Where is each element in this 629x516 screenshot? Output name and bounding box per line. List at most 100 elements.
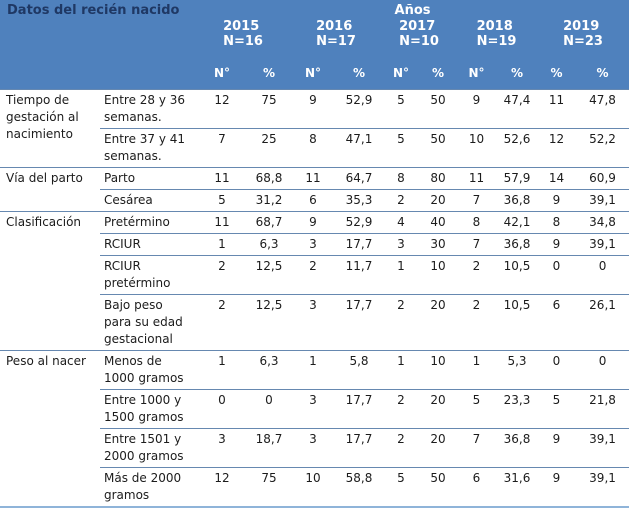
table-row: Entre 1501 y 2000 gramos 3 18,7 3 17,7 2…	[0, 428, 629, 468]
cell-value: 7	[456, 428, 497, 468]
row-label: Entre 28 y 36 semanas.	[100, 89, 196, 129]
cell-value: 12	[196, 467, 248, 507]
row-label: Entre 1501 y 2000 gramos	[100, 428, 196, 468]
cell-value: 11,7	[336, 255, 382, 295]
row-label: Entre 37 y 41 semanas.	[100, 128, 196, 168]
cell-value: 12,5	[248, 255, 290, 295]
subheader: %	[420, 64, 456, 90]
header-row-subheaders: N° % N° % N° % N° % % %	[0, 64, 629, 90]
cell-value: 50	[420, 128, 456, 168]
cell-value: 20	[420, 189, 456, 212]
cell-value: 2	[382, 389, 420, 429]
cell-value: 9	[537, 233, 576, 256]
table-row: Más de 2000 gramos 12 75 10 58,8 5 50 6 …	[0, 467, 629, 507]
cell-value: 52,9	[336, 89, 382, 129]
cell-value: 40	[420, 211, 456, 234]
cell-value: 0	[248, 389, 290, 429]
cell-value: 2	[382, 189, 420, 212]
cell-value: 39,1	[576, 467, 629, 507]
cell-value: 2	[196, 294, 248, 351]
row-label: RCIUR	[100, 233, 196, 256]
cell-value: 1	[196, 233, 248, 256]
cell-value: 60,9	[576, 167, 629, 190]
year-n-label: N=19	[476, 34, 517, 49]
cell-value: 20	[420, 428, 456, 468]
cell-value: 3	[290, 389, 336, 429]
cell-value: 12	[196, 89, 248, 129]
cell-value: 6,3	[248, 233, 290, 256]
cell-value: 2	[382, 428, 420, 468]
cell-value: 75	[248, 467, 290, 507]
cell-value: 17,7	[336, 389, 382, 429]
cell-value: 0	[576, 350, 629, 390]
cell-value: 9	[537, 428, 576, 468]
cell-value: 17,7	[336, 233, 382, 256]
cell-value: 52,6	[497, 128, 537, 168]
cell-value: 0	[537, 255, 576, 295]
cell-value: 80	[420, 167, 456, 190]
cell-value: 47,4	[497, 89, 537, 129]
cell-value: 11	[290, 167, 336, 190]
cell-value: 1	[196, 350, 248, 390]
cell-value: 6	[456, 467, 497, 507]
cell-value: 12,5	[248, 294, 290, 351]
table-row: Entre 1000 y 1500 gramos 0 0 3 17,7 2 20…	[0, 389, 629, 429]
cell-value: 7	[456, 189, 497, 212]
cell-value: 5,8	[336, 350, 382, 390]
cell-value: 36,8	[497, 428, 537, 468]
table-header: Datos del recién nacido Años 2015 N=16 20…	[0, 0, 629, 90]
cell-value: 39,1	[576, 189, 629, 212]
cell-value: 2	[290, 255, 336, 295]
cell-value: 50	[420, 467, 456, 507]
cell-value: 5	[382, 128, 420, 168]
cell-value: 31,2	[248, 189, 290, 212]
header-row-title: Datos del recién nacido Años	[0, 0, 629, 18]
cell-value: 31,6	[497, 467, 537, 507]
subheader: N°	[196, 64, 248, 90]
table-row: Bajo peso para su edad gestacional 2 12,…	[0, 294, 629, 351]
cell-value: 9	[537, 189, 576, 212]
cell-value: 2	[456, 255, 497, 295]
cell-value: 35,3	[336, 189, 382, 212]
row-label: Pretérmino	[100, 211, 196, 234]
cell-value: 52,2	[576, 128, 629, 168]
cell-value: 9	[290, 211, 336, 234]
year-n-label: N=17	[316, 34, 356, 49]
cell-value: 30	[420, 233, 456, 256]
subheader: %	[336, 64, 382, 90]
cell-value: 34,8	[576, 211, 629, 234]
cell-value: 3	[290, 233, 336, 256]
table-row: Peso al nacer Menos de 1000 gramos 1 6,3…	[0, 350, 629, 507]
cell-value: 9	[290, 89, 336, 129]
row-group-label: Vía del parto	[0, 167, 100, 212]
cell-value: 21,8	[576, 389, 629, 429]
cell-value: 23,3	[497, 389, 537, 429]
subheader: N°	[290, 64, 336, 90]
cell-value: 8	[537, 211, 576, 234]
cell-value: 0	[537, 350, 576, 390]
cell-value: 5	[382, 89, 420, 129]
cell-value: 52,9	[336, 211, 382, 234]
year-header-2019: 2019 N=23	[537, 18, 629, 64]
cell-value: 4	[382, 211, 420, 234]
cell-value: 47,8	[576, 89, 629, 129]
row-label: Cesárea	[100, 189, 196, 212]
year-label: 2016	[316, 19, 353, 34]
year-label: 2015	[223, 19, 260, 34]
cell-value: 58,8	[336, 467, 382, 507]
table-row: Tiempo de gestación al nacimiento Entre …	[0, 89, 629, 168]
cell-value: 7	[196, 128, 248, 168]
cell-value: 10	[290, 467, 336, 507]
table-row: RCIUR 1 6,3 3 17,7 3 30 7 36,8 9 39,1	[0, 233, 629, 256]
cell-value: 8	[290, 128, 336, 168]
cell-value: 7	[456, 233, 497, 256]
row-label: Menos de 1000 gramos	[100, 350, 196, 390]
cell-value: 10,5	[497, 255, 537, 295]
cell-value: 1	[290, 350, 336, 390]
cell-value: 17,7	[336, 294, 382, 351]
cell-value: 11	[196, 211, 248, 234]
cell-value: 9	[537, 467, 576, 507]
cell-value: 1	[456, 350, 497, 390]
